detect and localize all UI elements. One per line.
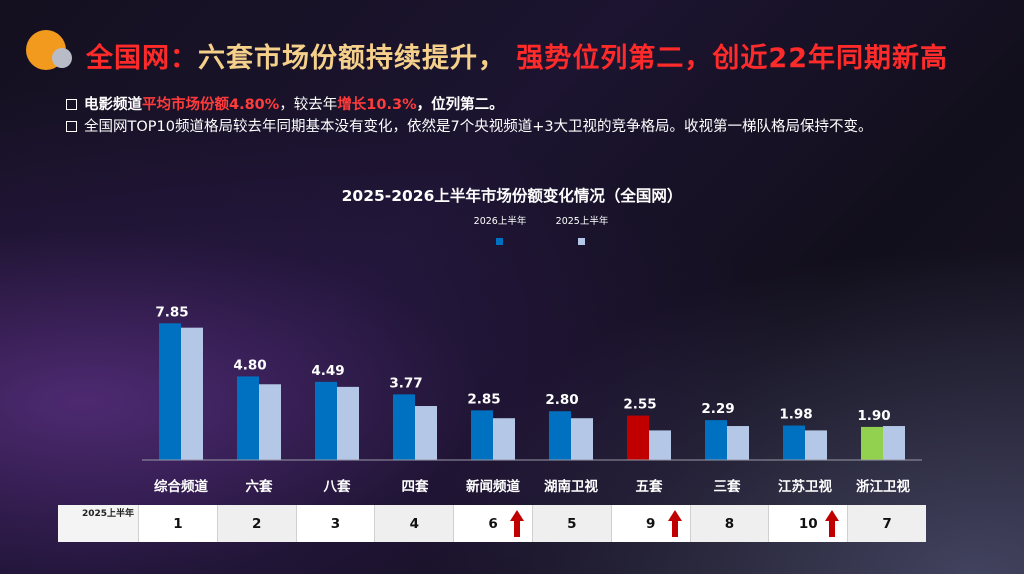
rank-cell-5: 5 bbox=[531, 505, 611, 542]
data-label-7: 2.29 bbox=[701, 401, 734, 417]
bullet2-text: 全国网TOP10频道格局较去年同期基本没有变化，依然是7个央视频道+3大卫视的竞… bbox=[84, 119, 873, 135]
category-label-9: 浙江卫视 bbox=[856, 478, 910, 495]
bar-2026-5 bbox=[549, 411, 571, 460]
data-label-0: 7.85 bbox=[155, 304, 188, 320]
data-label-8: 1.98 bbox=[779, 407, 812, 423]
rank-cell-4: 6 bbox=[453, 505, 532, 542]
rank-table: 2025上半年 1 2 3 4 6 5 9 8 10 7 bbox=[58, 505, 926, 542]
bar-2025-3 bbox=[415, 406, 437, 460]
bar-2026-7 bbox=[705, 420, 727, 460]
category-label-8: 江苏卫视 bbox=[778, 478, 832, 495]
rank-cell-7: 8 bbox=[689, 505, 769, 542]
rank-value-3: 4 bbox=[409, 515, 419, 532]
data-label-9: 1.90 bbox=[857, 408, 890, 424]
page-title: 全国网：六套市场份额持续提升， 强势位列第二，创近22年同期新高 bbox=[86, 36, 948, 75]
bar-2025-2 bbox=[337, 386, 359, 460]
legend-swatch-0 bbox=[496, 238, 503, 245]
rank-cell-9: 7 bbox=[847, 505, 926, 542]
data-label-4: 2.85 bbox=[467, 391, 500, 407]
bar-2026-8 bbox=[783, 425, 805, 460]
chart-legend: 2026上半年 2025上半年 bbox=[474, 215, 609, 245]
rank-value-7: 8 bbox=[724, 515, 735, 532]
rank-value-0: 1 bbox=[173, 515, 183, 532]
checkbox-bullet-icon bbox=[66, 99, 77, 110]
bar-2025-8 bbox=[805, 430, 827, 460]
rank-value-5: 5 bbox=[567, 515, 577, 532]
bar-2026-6 bbox=[627, 415, 649, 460]
data-label-6: 2.55 bbox=[623, 397, 656, 413]
checkbox-bullet-icon bbox=[66, 121, 77, 132]
category-label-7: 三套 bbox=[714, 478, 742, 495]
category-label-0: 综合频道 bbox=[154, 478, 208, 495]
rank-value-4: 6 bbox=[488, 515, 498, 532]
brand-logo bbox=[26, 30, 72, 76]
category-label-6: 五套 bbox=[636, 478, 664, 495]
bar-2025-5 bbox=[571, 418, 593, 460]
rank-cell-3: 4 bbox=[374, 505, 454, 542]
data-label-5: 2.80 bbox=[545, 392, 578, 408]
legend-label-0: 2026上半年 bbox=[474, 215, 527, 227]
chart-bars bbox=[159, 323, 905, 460]
bar-2026-9 bbox=[861, 426, 883, 460]
rank-value-6: 9 bbox=[645, 515, 656, 532]
bar-2026-3 bbox=[393, 394, 415, 460]
bullet1-highlight-growth: 增长10.3% bbox=[337, 97, 417, 113]
bar-2026-2 bbox=[315, 381, 337, 460]
rank-table-header: 2025上半年 bbox=[58, 505, 138, 542]
category-label-4: 新闻频道 bbox=[466, 478, 520, 495]
bullet-1: 电影频道平均市场份额4.80%，较去年增长10.3%，位列第二。 bbox=[66, 94, 976, 116]
logo-grey-circle bbox=[52, 48, 72, 68]
summary-bullets: 电影频道平均市场份额4.80%，较去年增长10.3%，位列第二。 全国网TOP1… bbox=[66, 94, 976, 138]
data-label-2: 4.49 bbox=[311, 363, 344, 379]
bar-2025-9 bbox=[883, 426, 905, 460]
rank-value-2: 3 bbox=[330, 515, 341, 532]
bullet1-end: ，位列第二。 bbox=[416, 97, 504, 113]
chart-labels: 7.85 综合频道 4.80 六套 4.49 八套 3.77 四套 2.85 新闻频道 2.80 湖南… bbox=[154, 304, 910, 495]
bullet1-mid: ，较去年 bbox=[279, 97, 338, 113]
category-label-3: 四套 bbox=[402, 478, 429, 495]
bar-2025-0 bbox=[181, 327, 203, 460]
rank-value-8: 10 bbox=[798, 515, 818, 532]
category-label-1: 六套 bbox=[246, 478, 273, 495]
category-label-5: 湖南卫视 bbox=[544, 478, 598, 495]
bar-2025-6 bbox=[649, 430, 671, 460]
rank-cell-0: 1 bbox=[138, 505, 217, 542]
legend-label-1: 2025上半年 bbox=[556, 215, 609, 227]
title-part1: 全国网： bbox=[86, 43, 198, 74]
bar-2026-1 bbox=[237, 376, 259, 460]
rank-cell-8: 10 bbox=[768, 505, 847, 542]
bullet1-label: 电影频道 bbox=[84, 97, 142, 113]
title-part2: 六套市场份额持续提升， bbox=[198, 43, 506, 74]
title-part3: 强势位列第二，创近22年同期新高 bbox=[516, 43, 948, 74]
rank-value-1: 2 bbox=[251, 515, 262, 532]
category-label-2: 八套 bbox=[323, 478, 351, 495]
bar-2025-7 bbox=[727, 426, 749, 460]
data-label-3: 3.77 bbox=[389, 375, 422, 391]
data-label-1: 4.80 bbox=[233, 357, 266, 373]
up-arrow-icon bbox=[667, 510, 682, 537]
bar-2026-4 bbox=[471, 410, 493, 460]
rank-cell-2: 3 bbox=[295, 505, 375, 542]
up-arrow-icon bbox=[510, 510, 525, 537]
chart-title: 2025-2026上半年市场份额变化情况（全国网） bbox=[341, 187, 683, 205]
bar-2025-1 bbox=[259, 384, 281, 460]
rank-value-9: 7 bbox=[882, 515, 892, 532]
bar-2025-4 bbox=[493, 418, 515, 460]
bullet1-highlight-share: 平均市场份额4.80% bbox=[142, 97, 280, 113]
legend-swatch-1 bbox=[578, 238, 585, 245]
rank-cell-1: 2 bbox=[216, 505, 296, 542]
up-arrow-icon bbox=[825, 510, 840, 537]
bullet-2: 全国网TOP10频道格局较去年同期基本没有变化，依然是7个央视频道+3大卫视的竞… bbox=[66, 116, 976, 138]
rank-cell-6: 9 bbox=[610, 505, 690, 542]
bar-2026-0 bbox=[159, 323, 181, 460]
